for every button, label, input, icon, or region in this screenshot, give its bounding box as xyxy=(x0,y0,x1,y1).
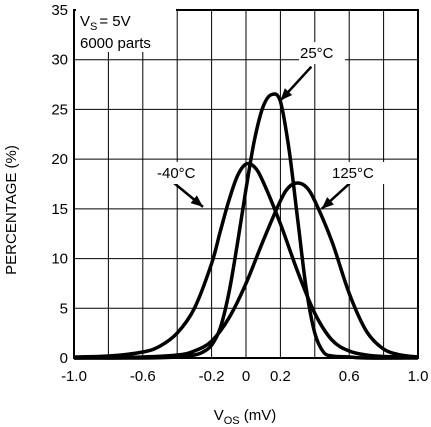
x-tick-label: 0.2 xyxy=(270,368,291,385)
y-tick-label: 5 xyxy=(60,300,68,317)
x-tick-label: -0.6 xyxy=(130,368,156,385)
x-tick-label: -1.0 xyxy=(61,368,87,385)
x-tick-label: 0 xyxy=(242,368,250,385)
series-line-125c xyxy=(73,181,419,360)
y-tick-label: 25 xyxy=(51,101,68,118)
distribution-curves xyxy=(73,92,419,360)
y-tick-label: 15 xyxy=(51,201,68,218)
y-tick-label: 35 xyxy=(51,2,68,19)
x-axis-label: VOS (mV) xyxy=(214,407,277,427)
annotation-label-minus40c: -40°C xyxy=(157,165,196,182)
annotation-label-25c: 25°C xyxy=(300,45,334,62)
series-line-minus40c xyxy=(73,161,419,359)
annotation-arrow-125c-head xyxy=(321,197,334,209)
series-line-25c xyxy=(73,92,419,360)
plot-frame xyxy=(73,9,419,359)
x-tick-label: -0.2 xyxy=(199,368,225,385)
y-tick-label: 20 xyxy=(51,151,68,168)
label-bg-25c xyxy=(299,42,345,64)
y-tick-label: 30 xyxy=(51,52,68,69)
sample-size-note: 6000 parts xyxy=(80,35,151,52)
annotation-arrow-minus40c-head xyxy=(190,195,203,207)
annotation-arrows xyxy=(169,65,356,210)
annotation-arrow-25c-head xyxy=(280,88,293,101)
x-tick-label: 1.0 xyxy=(408,368,429,385)
label-bg-minus40c xyxy=(156,162,208,184)
x-tick-label: 0.6 xyxy=(339,368,360,385)
y-tick-label: 0 xyxy=(60,350,68,367)
supply-voltage-note: VS = 5V xyxy=(80,13,131,33)
y-axis-label: PERCENTAGE (%) xyxy=(3,145,20,275)
annotation-label-125c: 125°C xyxy=(332,165,374,182)
x-tick-labels: -1.0 -0.6 -0.2 0 0.2 0.6 1.0 xyxy=(61,368,428,385)
label-bg-125c xyxy=(331,162,385,184)
conditions-box xyxy=(76,6,176,52)
y-tick-label: 10 xyxy=(51,251,68,268)
y-tick-labels: 0 5 10 15 20 25 30 35 xyxy=(51,2,68,367)
